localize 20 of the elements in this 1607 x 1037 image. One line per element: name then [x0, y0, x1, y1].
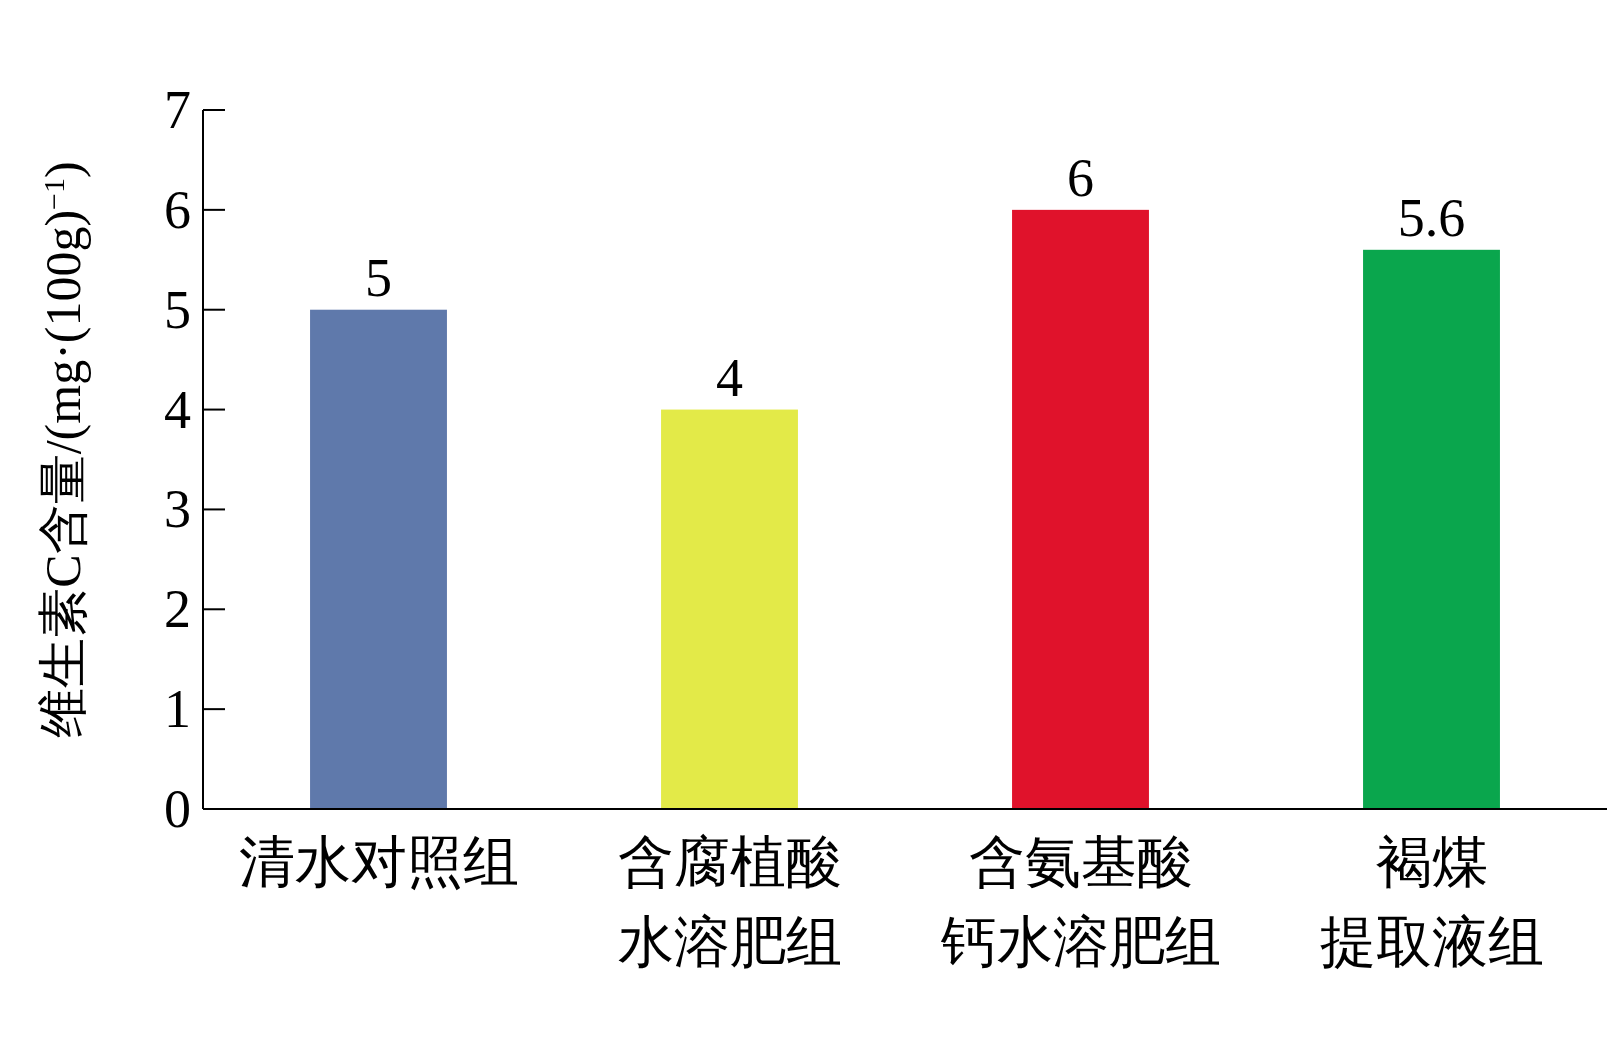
data-label: 5.6	[1397, 187, 1466, 248]
y-tick-label: 6	[164, 179, 191, 240]
y-tick-label: 3	[164, 479, 191, 540]
bar	[1012, 209, 1149, 809]
y-tick-label: 5	[164, 279, 191, 340]
data-label: 4	[716, 347, 743, 408]
x-tick-label: 含腐植酸水溶肥组	[617, 831, 842, 973]
data-label: 5	[365, 247, 392, 308]
y-tick-label: 1	[164, 679, 191, 740]
x-tick-label: 褐煤提取液组	[1319, 831, 1544, 973]
bar	[310, 309, 447, 809]
x-tick-label: 含氨基酸钙水溶肥组	[939, 831, 1221, 973]
y-tick-label: 0	[164, 779, 191, 839]
y-tick-label: 7	[164, 80, 191, 140]
bar	[661, 409, 798, 809]
data-label: 6	[1067, 147, 1094, 208]
bar	[1363, 249, 1500, 809]
y-tick-label: 4	[164, 379, 191, 440]
y-tick-label: 2	[164, 579, 191, 640]
x-tick-label: 清水对照组	[238, 831, 519, 893]
